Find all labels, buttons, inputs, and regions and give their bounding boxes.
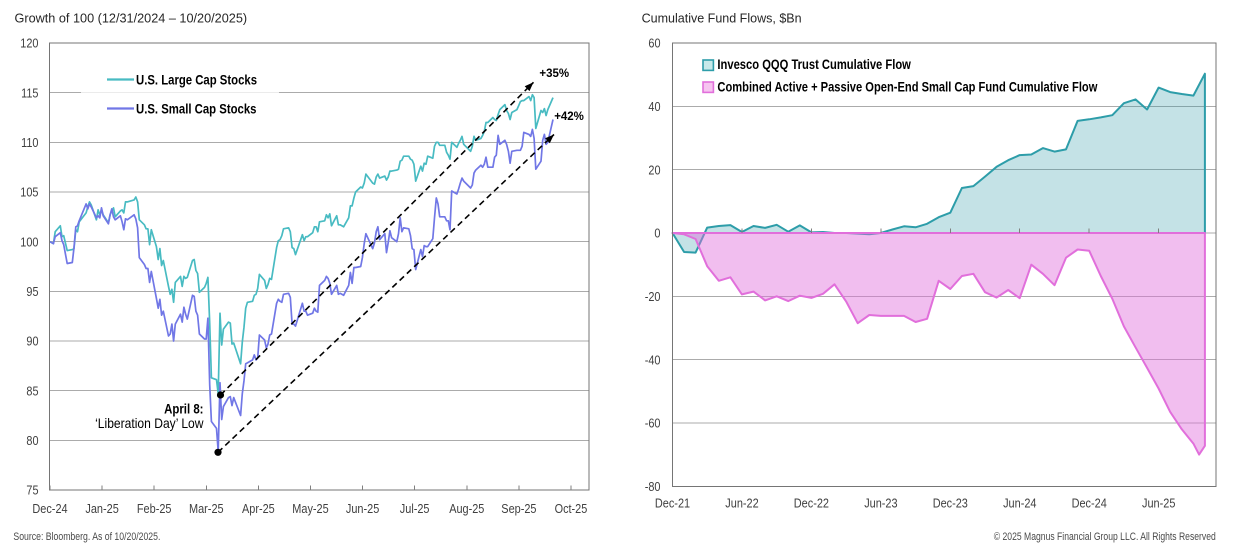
svg-text:Dec-22: Dec-22 bbox=[794, 496, 829, 511]
svg-text:Apr-25: Apr-25 bbox=[242, 501, 275, 516]
svg-text:Jun-22: Jun-22 bbox=[725, 496, 758, 511]
svg-text:-80: -80 bbox=[645, 479, 661, 494]
svg-text:© 2025 Magnus Financial Group: © 2025 Magnus Financial Group LLC. All R… bbox=[994, 531, 1216, 543]
svg-text:‘Liberation Day’ Low: ‘Liberation Day’ Low bbox=[95, 416, 204, 431]
svg-text:Dec-24: Dec-24 bbox=[1072, 496, 1107, 511]
svg-text:Dec-21: Dec-21 bbox=[655, 496, 690, 511]
svg-text:Invesco QQQ Trust Cumulative F: Invesco QQQ Trust Cumulative Flow bbox=[717, 57, 911, 72]
svg-text:-40: -40 bbox=[645, 352, 661, 367]
svg-text:Jun-25: Jun-25 bbox=[346, 501, 379, 516]
svg-text:+42%: +42% bbox=[554, 109, 584, 123]
svg-text:115: 115 bbox=[21, 85, 38, 100]
svg-text:95: 95 bbox=[26, 284, 38, 299]
svg-text:75: 75 bbox=[26, 483, 38, 498]
svg-text:20: 20 bbox=[648, 162, 660, 177]
svg-text:90: 90 bbox=[26, 334, 38, 349]
svg-text:Mar-25: Mar-25 bbox=[189, 501, 224, 516]
svg-text:60: 60 bbox=[648, 36, 660, 51]
svg-text:U.S. Large Cap Stocks: U.S. Large Cap Stocks bbox=[136, 72, 257, 87]
svg-text:April 8:: April 8: bbox=[164, 402, 203, 417]
svg-text:120: 120 bbox=[20, 36, 38, 51]
svg-text:85: 85 bbox=[26, 383, 38, 398]
svg-text:Sep-25: Sep-25 bbox=[501, 501, 536, 516]
svg-text:Dec-23: Dec-23 bbox=[933, 496, 968, 511]
svg-text:Oct-25: Oct-25 bbox=[555, 501, 588, 516]
svg-text:110: 110 bbox=[21, 135, 38, 150]
svg-text:-60: -60 bbox=[645, 416, 661, 431]
svg-text:Cumulative Fund Flows, $Bn: Cumulative Fund Flows, $Bn bbox=[642, 12, 802, 26]
svg-text:Jan-25: Jan-25 bbox=[85, 501, 118, 516]
svg-text:+35%: +35% bbox=[539, 66, 569, 80]
svg-text:Aug-25: Aug-25 bbox=[449, 501, 484, 516]
svg-text:Jun-24: Jun-24 bbox=[1003, 496, 1036, 511]
svg-text:Feb-25: Feb-25 bbox=[137, 501, 172, 516]
svg-text:Combined Active + Passive Open: Combined Active + Passive Open-End Small… bbox=[717, 79, 1097, 94]
svg-text:80: 80 bbox=[26, 433, 38, 448]
svg-text:Growth of 100 (12/31/2024 – 10: Growth of 100 (12/31/2024 – 10/20/2025) bbox=[15, 12, 248, 26]
svg-text:-20: -20 bbox=[645, 289, 661, 304]
svg-text:Jun-23: Jun-23 bbox=[864, 496, 897, 511]
svg-text:0: 0 bbox=[654, 226, 660, 241]
svg-text:105: 105 bbox=[20, 185, 38, 200]
svg-text:Dec-24: Dec-24 bbox=[32, 501, 67, 516]
svg-text:Jun-25: Jun-25 bbox=[1142, 496, 1175, 511]
svg-text:Source: Bloomberg. As of 10/20: Source: Bloomberg. As of 10/20/2025. bbox=[13, 531, 160, 543]
svg-text:40: 40 bbox=[648, 99, 660, 114]
svg-text:U.S. Small Cap Stocks: U.S. Small Cap Stocks bbox=[136, 102, 257, 117]
svg-text:May-25: May-25 bbox=[292, 501, 328, 516]
svg-text:100: 100 bbox=[20, 234, 38, 249]
svg-text:Jul-25: Jul-25 bbox=[400, 501, 430, 516]
